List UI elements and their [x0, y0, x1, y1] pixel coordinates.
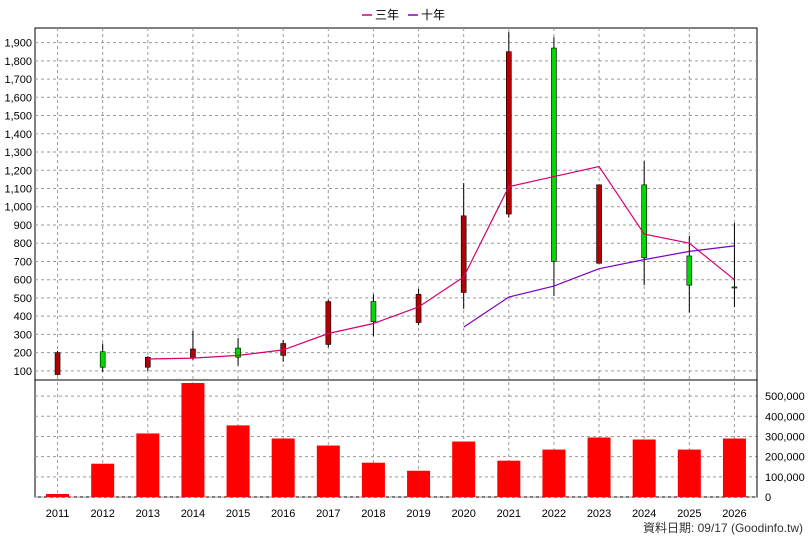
price-tick-label: 600: [14, 275, 32, 287]
candle-body: [370, 301, 377, 322]
legend-label-3yr: 三年: [375, 8, 399, 22]
volume-bar: [407, 470, 431, 497]
x-tick-label: 2026: [722, 508, 746, 520]
price-tick-label: 1,900: [4, 38, 32, 50]
price-tick-label: 1,500: [4, 111, 32, 123]
volume-bar: [316, 445, 340, 497]
price-tick-label: 1,000: [4, 202, 32, 214]
volume-bar: [677, 449, 701, 497]
volume-bar: [452, 441, 476, 497]
price-tick-label: 1,700: [4, 74, 32, 86]
price-tick-label: 1,300: [4, 147, 32, 159]
series-line: [463, 245, 735, 328]
volume-bar: [271, 438, 295, 497]
candle-body: [460, 215, 467, 293]
candle-body: [235, 347, 241, 358]
volume-bar: [361, 462, 385, 497]
x-tick-label: 2011: [46, 508, 70, 520]
x-tick-label: 2018: [361, 508, 385, 520]
volume-bar: [722, 438, 746, 497]
price-tick-label: 1,100: [4, 183, 32, 195]
x-tick-label: 2019: [406, 508, 430, 520]
candle-body: [415, 293, 422, 323]
x-tick-label: 2013: [136, 508, 160, 520]
candle-body: [551, 47, 557, 262]
volume-bar: [136, 433, 160, 497]
x-tick-label: 2014: [181, 508, 205, 520]
price-tick-label: 300: [14, 329, 32, 341]
legend-label-10yr: 十年: [421, 8, 445, 22]
x-tick-label: 2017: [316, 508, 340, 520]
x-tick-label: 2012: [90, 508, 114, 520]
volume-tick-label: 200,000: [765, 452, 805, 464]
volume-bar: [46, 493, 70, 497]
volume-bar: [542, 449, 566, 497]
candle-body: [641, 184, 647, 259]
x-tick-label: 2025: [677, 508, 701, 520]
series-line: [147, 165, 735, 360]
candle-body: [731, 286, 738, 289]
price-tick-label: 800: [14, 238, 32, 250]
price-tick-label: 400: [14, 311, 32, 323]
volume-bar: [497, 460, 521, 497]
x-tick-label: 2023: [587, 508, 611, 520]
x-tick-label: 2015: [226, 508, 250, 520]
candle-body: [190, 348, 196, 359]
price-tick-label: 500: [14, 293, 32, 305]
volume-tick-label: 400,000: [765, 411, 805, 423]
price-tick-label: 1,200: [4, 165, 32, 177]
price-tick-label: 700: [14, 256, 32, 268]
candle-body: [99, 351, 106, 368]
candle-body: [54, 352, 61, 375]
price-tick-label: 100: [14, 366, 32, 378]
x-tick-label: 2021: [497, 508, 521, 520]
price-tick-label: 1,600: [4, 92, 32, 104]
candle-body: [145, 356, 151, 368]
price-plot-frame: [34, 27, 758, 381]
volume-tick-label: 0: [765, 492, 771, 504]
candle-body: [596, 184, 602, 264]
candle-body: [686, 255, 693, 286]
volume-bar: [226, 425, 250, 497]
volume-bar: [181, 383, 205, 497]
x-tick-label: 2022: [542, 508, 566, 520]
price-tick-label: 900: [14, 220, 32, 232]
x-tick-label: 2020: [451, 508, 475, 520]
price-tick-label: 1,400: [4, 129, 32, 141]
candle-body: [506, 51, 512, 215]
volume-panel: 0 100,000 200,000 300,000 400,000 500,000: [34, 379, 805, 504]
x-tick-label: 2024: [632, 508, 656, 520]
volume-tick-label: 300,000: [765, 431, 805, 443]
legend: 三年 十年: [362, 8, 445, 22]
price-panel: 100 200 300 400 500 600 700 800 900 1,000 1,100 1,2…: [4, 27, 758, 497]
x-tick-label: 2016: [271, 508, 295, 520]
volume-bar: [632, 439, 656, 497]
volume-bar: [91, 463, 115, 497]
volume-tick-label: 100,000: [765, 472, 805, 484]
x-axis: 2011 2012 2013 2014 2015 2016 2017 2018 2019 2020…: [46, 508, 747, 520]
source-note: 資料日期: 09/17 (Goodinfo.tw): [643, 521, 803, 535]
price-tick-label: 1,800: [4, 56, 32, 68]
candle-body: [325, 301, 332, 345]
price-tick-label: 200: [14, 348, 32, 360]
volume-tick-label: 500,000: [765, 391, 805, 403]
volume-bar: [587, 437, 611, 497]
